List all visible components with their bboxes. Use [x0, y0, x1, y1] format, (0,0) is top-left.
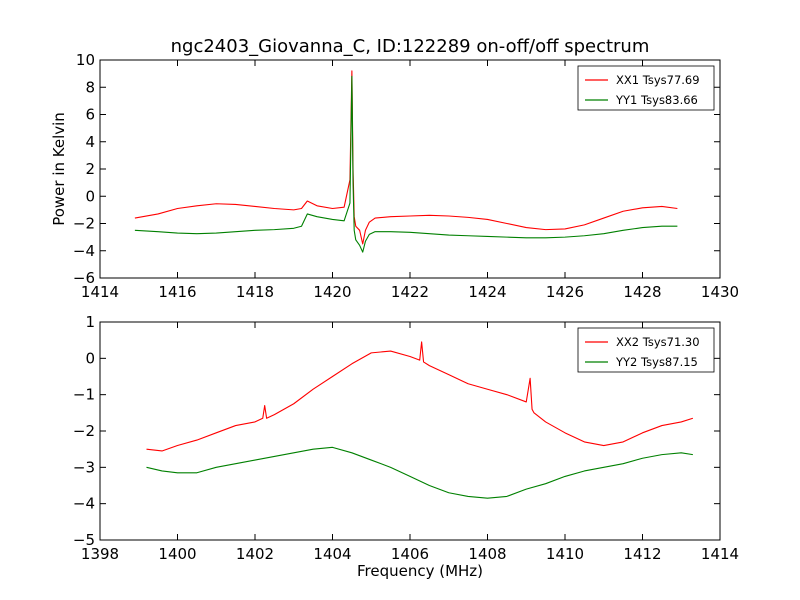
series-line-xx2 [146, 341, 694, 452]
x-tick-label: 1424 [468, 283, 506, 301]
x-tick-label: 1420 [313, 283, 351, 301]
legend-label: YY2 Tsys87.15 [615, 355, 698, 369]
series-line-yy2 [146, 446, 693, 499]
x-tick-label: 1418 [236, 283, 274, 301]
x-axis-label: Frequency (MHz) [357, 562, 483, 580]
x-tick-label: 1430 [701, 283, 739, 301]
legend: XX2 Tsys71.30 YY2 Tsys87.15 [577, 327, 715, 373]
legend-label: XX1 Tsys77.69 [616, 73, 700, 87]
y-tick-label: 10 [76, 51, 95, 69]
y-tick-label: −5 [73, 531, 95, 549]
y-tick-label: 6 [85, 106, 95, 124]
legend-label: XX2 Tsys71.30 [616, 335, 700, 349]
x-tick-label: 1426 [546, 283, 584, 301]
x-tick-label: 1428 [623, 283, 661, 301]
series-group [134, 70, 678, 253]
bottom-spectrum-panel: 1398 1400 1402 1404 1406 1408 1410 1412 1414 −5 −4… [73, 313, 739, 580]
series-line-xx1 [134, 70, 678, 245]
x-tick-label: 1398 [81, 545, 119, 563]
y-tick-label: 0 [85, 187, 95, 205]
x-tick-label: 1408 [468, 545, 506, 563]
y-tick-label: −2 [73, 215, 95, 233]
y-tick-label: 1 [85, 313, 95, 331]
y-tick-label: −4 [73, 242, 95, 260]
x-tick-label: 1410 [546, 545, 584, 563]
y-tick-label: −4 [73, 495, 95, 513]
legend-box [577, 327, 715, 373]
legend-label: YY1 Tsys83.66 [615, 93, 698, 107]
x-tick-label: 1402 [236, 545, 274, 563]
series-line-yy1 [134, 75, 678, 253]
x-tick-label: 1400 [158, 545, 196, 563]
series-group [146, 341, 694, 499]
y-tick-label: 0 [85, 349, 95, 367]
y-tick-label: 8 [85, 78, 95, 96]
x-tick-label: 1416 [158, 283, 196, 301]
x-tick-label: 1406 [391, 545, 429, 563]
y-tick-label: −1 [73, 386, 95, 404]
y-tick-label: 4 [85, 133, 95, 151]
legend-box [577, 65, 715, 111]
chart-title: ngc2403_Giovanna_C, ID:122289 on-off/off… [171, 36, 650, 57]
y-tick-label: −6 [73, 269, 95, 287]
x-tick-label: 1412 [623, 545, 661, 563]
y-tick-label: −2 [73, 422, 95, 440]
x-tick-label: 1414 [81, 283, 119, 301]
x-tick-label: 1404 [313, 545, 351, 563]
y-axis-label: Power in Kelvin [50, 112, 68, 226]
legend: XX1 Tsys77.69 YY1 Tsys83.66 [577, 65, 715, 111]
y-tick-label: −3 [73, 458, 95, 476]
top-spectrum-panel: 1414 1416 1418 1420 1422 1424 1426 1428 1430 −6 −4… [50, 51, 739, 301]
x-tick-label: 1422 [391, 283, 429, 301]
y-tick-label: 2 [85, 160, 95, 178]
x-tick-label: 1414 [701, 545, 739, 563]
